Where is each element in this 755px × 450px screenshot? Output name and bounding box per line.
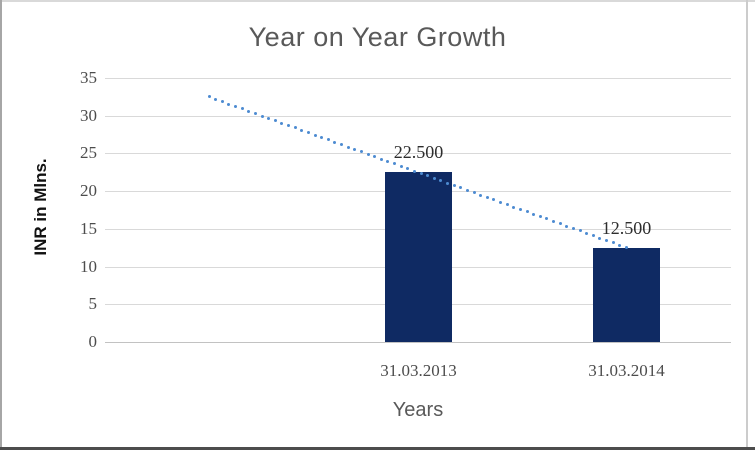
x-tick-label: 31.03.2013 (380, 361, 457, 380)
trendline-dot (452, 183, 456, 187)
gridline (105, 78, 731, 79)
trendline-dot (227, 102, 231, 106)
y-axis-title: INR in Mlns. (31, 158, 50, 256)
trendline-dot (306, 131, 310, 135)
trendline-dot (499, 200, 503, 204)
trendline-dot (532, 212, 536, 216)
trendline-dot (379, 157, 383, 161)
trendline-dot (220, 100, 224, 104)
gridline (105, 116, 731, 117)
trendline-dot (214, 97, 218, 101)
y-tick-label: 25 (80, 143, 97, 162)
trendline-dot (611, 241, 615, 245)
bar-value-label: 22.500 (393, 142, 444, 163)
y-tick-label: 5 (88, 294, 98, 313)
y-tick-label: 10 (80, 257, 97, 276)
trendline-dot (399, 164, 403, 168)
gridline (105, 153, 731, 154)
chart-title: Year on Year Growth (248, 22, 507, 52)
trendline-dot (565, 224, 569, 228)
trendline-dot (207, 95, 211, 99)
trendline-dot (446, 181, 450, 185)
trendline-dot (386, 160, 390, 163)
trendline-dot (538, 215, 542, 219)
trendline-dot (247, 109, 251, 113)
y-tick-label: 30 (80, 106, 97, 125)
trendline-dot (300, 128, 304, 132)
trendline-dot (287, 124, 291, 128)
trendline-dot (558, 222, 562, 226)
trendline-dot (313, 133, 317, 137)
trendline-dot (240, 107, 244, 111)
trendline-dot (346, 145, 350, 149)
y-tick-label: 35 (80, 68, 97, 87)
trendline-dot (578, 229, 582, 233)
trendline-dot (505, 203, 509, 207)
trendline-dot (426, 174, 430, 178)
trendline-dot (571, 227, 575, 231)
trendline-dot (598, 236, 602, 240)
trendline-dot (340, 143, 344, 147)
trendline-dot (492, 198, 496, 202)
y-tick-label: 20 (80, 181, 97, 200)
trendline-dot (472, 191, 476, 195)
x-tick-label: 31.03.2014 (588, 361, 665, 380)
trendline-dot (412, 169, 416, 173)
trendline-dot (591, 234, 595, 238)
trendline-dot (359, 150, 363, 154)
trendline-dot (326, 138, 330, 142)
x-axis-line (105, 342, 731, 343)
y-tick-label: 15 (80, 219, 97, 238)
bar (593, 247, 660, 342)
bar (385, 172, 452, 342)
trendline-dot (459, 186, 463, 190)
trendline-dot (585, 231, 589, 235)
y-tick-label: 0 (88, 332, 98, 351)
trendline-dot (366, 152, 370, 156)
trendline-dot (618, 243, 622, 247)
trendline-dot (406, 167, 410, 171)
trendline-dot (260, 114, 264, 118)
trendline-dot (373, 155, 377, 159)
trendline-dot (253, 112, 257, 116)
trendline-dot (439, 179, 443, 183)
trendline-dot (293, 126, 297, 130)
trendline-dot (419, 171, 423, 175)
bar-value-label: 12.500 (601, 217, 652, 238)
trendline-dot (353, 148, 357, 152)
trendline-dot (525, 210, 529, 214)
trendline-dot (333, 140, 337, 144)
trendline-dot (267, 116, 271, 120)
trendline-dot (432, 176, 436, 180)
trendline-dot (320, 136, 324, 140)
trendline-dot (234, 104, 237, 108)
trendline-dot (393, 162, 397, 166)
trendline-dot (512, 205, 516, 209)
trendline-dot (280, 121, 284, 125)
trendline-dot (485, 195, 489, 199)
trendline-dot (518, 207, 522, 211)
trendline-dot (625, 246, 628, 250)
trendline-dot (552, 219, 556, 223)
trendline-dot (605, 239, 609, 243)
trendline-dot (273, 119, 277, 123)
trendline-dot (465, 188, 469, 192)
trendline-dot (545, 217, 549, 221)
x-axis-title: Years (392, 399, 444, 421)
trendline-dot (479, 193, 483, 197)
